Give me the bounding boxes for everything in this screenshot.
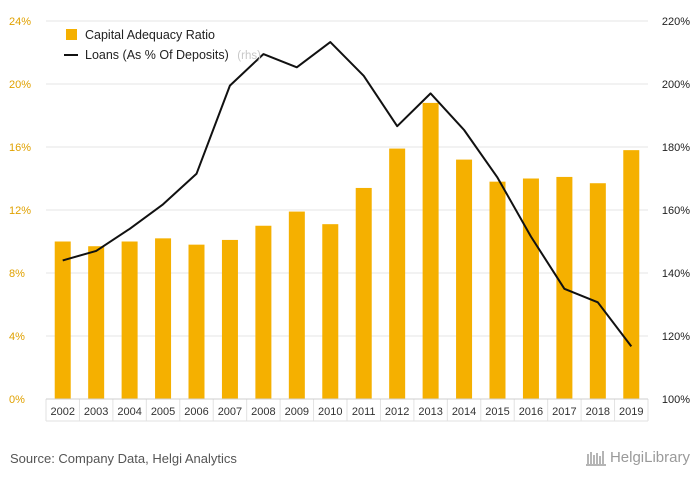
legend-swatch-bar	[66, 29, 77, 40]
line-loans-to-deposits	[62, 41, 633, 348]
bar-2013	[422, 102, 439, 400]
y-left-tick-label: 12%	[9, 205, 31, 217]
x-tick-label: 2005	[151, 406, 175, 418]
y-right-tick-label: 100%	[662, 394, 690, 406]
legend-label-car: Capital Adequacy Ratio	[85, 28, 215, 42]
legend: Capital Adequacy Ratio Loans (As % Of De…	[64, 28, 261, 62]
bar-2014	[456, 159, 473, 399]
x-tick-label: 2002	[50, 406, 74, 418]
bar-2008	[255, 225, 272, 399]
bar-series	[54, 102, 640, 400]
chart: 0% 100% 4% 120% 8% 140% 12% 160% 16% 180% 20% 200% 2…	[9, 16, 690, 422]
legend-label-loans-text: Loans (As % Of Deposits)	[85, 48, 229, 62]
x-tick-label: 2014	[452, 406, 476, 418]
x-tick-label: 2009	[285, 406, 309, 418]
bar-2007	[221, 239, 238, 399]
bar-2011	[355, 187, 372, 399]
y-right-tick-label: 200%	[662, 79, 690, 91]
x-tick-label: 2007	[218, 406, 242, 418]
gridlines	[45, 20, 649, 422]
legend-rhs-note: (rhs)	[237, 50, 261, 62]
y-right-tick-label: 180%	[662, 142, 690, 154]
bar-2016	[522, 178, 539, 399]
x-tick-label: 2019	[619, 406, 643, 418]
legend-label-loans: Loans (As % Of Deposits) (rhs)	[85, 48, 261, 62]
bar-2009	[288, 211, 305, 399]
bar-2005	[155, 238, 172, 399]
x-tick-label: 2010	[318, 406, 342, 418]
y-right-tick-label: 140%	[662, 268, 690, 280]
y-right-tick-label: 160%	[662, 205, 690, 217]
y-left-tick-label: 24%	[9, 16, 31, 28]
source-note: Source: Company Data, Helgi Analytics	[10, 451, 237, 466]
library-icon	[585, 450, 606, 466]
x-tick-label: 2013	[418, 406, 442, 418]
y-right-tick-label: 220%	[662, 16, 690, 28]
x-tick-label: 2015	[485, 406, 509, 418]
y-left-tick-label: 20%	[9, 79, 31, 91]
line-series	[62, 41, 633, 348]
x-tick-label: 2006	[184, 406, 208, 418]
x-tick-label: 2008	[251, 406, 275, 418]
bar-2006	[188, 244, 205, 399]
y-left-tick-label: 0%	[9, 394, 25, 406]
brand-name: HelgiLibrary	[609, 449, 690, 466]
bar-2003	[88, 246, 105, 399]
bar-2004	[121, 241, 138, 399]
bar-2019	[623, 150, 640, 399]
bar-2010	[322, 224, 339, 399]
y-left-tick-label: 16%	[9, 142, 31, 154]
axes: 0% 100% 4% 120% 8% 140% 12% 160% 16% 180% 20% 200% 2…	[9, 16, 690, 418]
bar-2012	[389, 148, 406, 399]
x-tick-label: 2012	[385, 406, 409, 418]
y-left-tick-label: 4%	[9, 331, 25, 343]
y-right-tick-label: 120%	[662, 331, 690, 343]
x-tick-label: 2004	[117, 406, 141, 418]
brand-logo: HelgiLibrary	[585, 449, 690, 466]
x-tick-label: 2016	[519, 406, 543, 418]
x-tick-label: 2017	[552, 406, 576, 418]
x-tick-label: 2018	[586, 406, 610, 418]
bar-2018	[589, 183, 606, 399]
bar-2002	[54, 241, 71, 399]
bar-2015	[489, 181, 506, 399]
y-left-tick-label: 8%	[9, 268, 25, 280]
x-tick-label: 2003	[84, 406, 108, 418]
x-tick-label: 2011	[352, 406, 376, 418]
